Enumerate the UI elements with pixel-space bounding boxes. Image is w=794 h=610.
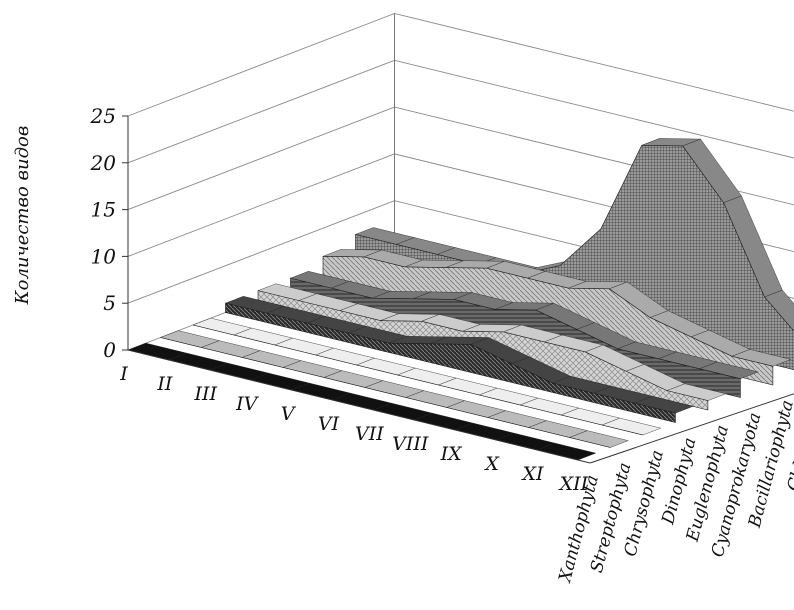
x-tick-label: V xyxy=(281,403,297,425)
x-tick-label: VIII xyxy=(392,433,429,455)
y-tick-label: 10 xyxy=(91,244,117,268)
x-tick-label: VII xyxy=(355,423,384,445)
x-axis-line xyxy=(127,349,591,464)
y-axis-label: Количество видов xyxy=(12,126,33,306)
y-tick-label: 0 xyxy=(103,338,116,362)
ribbon-chrysophyta xyxy=(192,324,643,436)
x-tick-label: I xyxy=(119,363,128,385)
y-tick-label: 20 xyxy=(90,151,117,175)
ribbon-streptophyta xyxy=(160,337,611,448)
gridline-5 xyxy=(127,13,794,117)
y-tick-label: 5 xyxy=(103,291,116,315)
x-tick-label: XII xyxy=(558,473,589,495)
x-tick-label: XI xyxy=(520,463,544,485)
ribbon-dinophyta xyxy=(225,302,676,423)
x-tick-label: IV xyxy=(235,393,260,415)
y-tick-label: 25 xyxy=(90,104,116,128)
x-tick-label: III xyxy=(194,383,218,405)
x-tick-label: X xyxy=(483,453,500,475)
x-tick-label: VI xyxy=(318,413,340,435)
z-axis-line xyxy=(590,393,794,464)
x-tick-label: IX xyxy=(440,443,464,465)
x-tick-label: II xyxy=(156,373,173,395)
y-tick-label: 15 xyxy=(91,198,116,222)
